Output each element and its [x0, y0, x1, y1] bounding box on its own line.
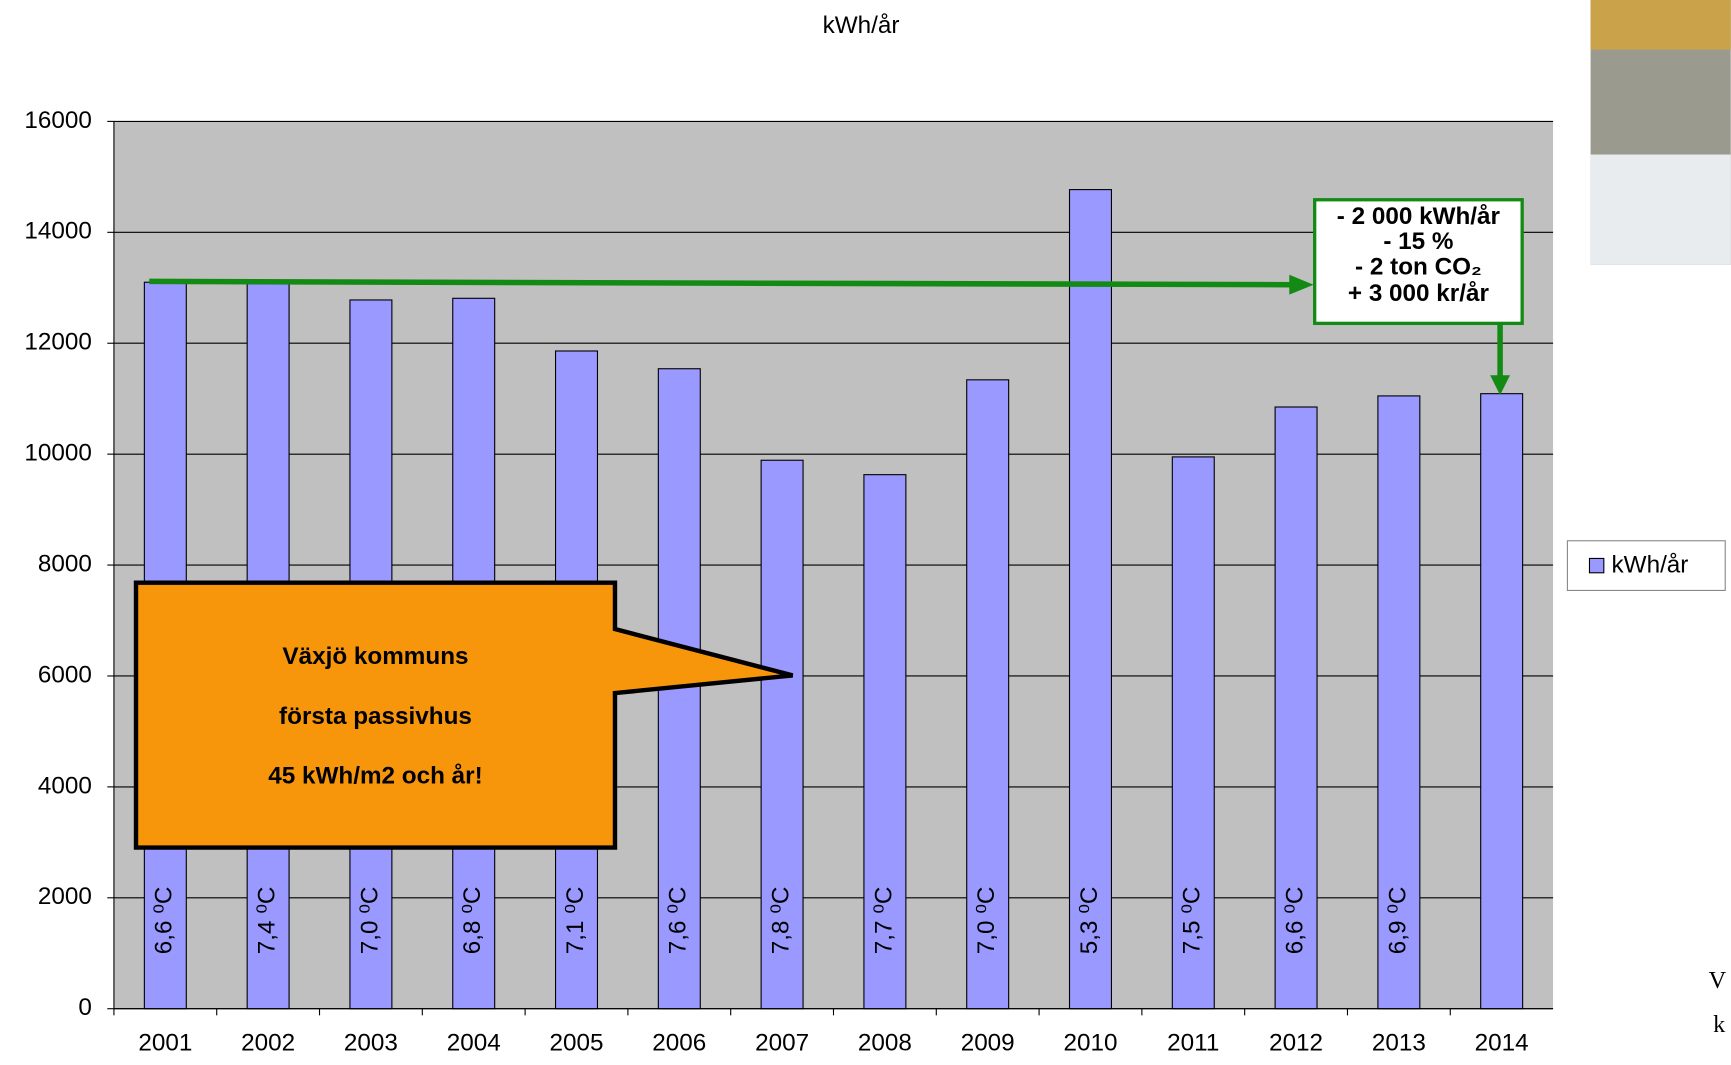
x-tick-label: 2003	[344, 1029, 398, 1056]
y-tick-label: 4000	[38, 772, 92, 799]
bar	[1274, 406, 1318, 1010]
y-tick-label: 10000	[24, 440, 91, 467]
bar-label: 6,9 ⁰C	[1384, 887, 1411, 955]
y-tick-label: 6000	[38, 661, 92, 688]
x-tick-label: 2009	[961, 1029, 1015, 1056]
annotation-box: - 2 000 kWh/år - 15 % - 2 ton CO₂ + 3 00…	[1313, 198, 1524, 326]
callout-line: 45 kWh/m2 och år!	[268, 762, 482, 789]
x-tick-label: 2012	[1269, 1029, 1323, 1056]
legend: kWh/år	[1566, 540, 1726, 591]
bar-label: 7,0 ⁰C	[973, 887, 1000, 955]
logo-fragment: k	[1713, 1011, 1726, 1038]
arrow-horizontal	[149, 274, 1314, 295]
x-tick-label: 2011	[1167, 1029, 1219, 1056]
y-tick-label: 0	[78, 994, 92, 1021]
y-tick-label: 16000	[24, 107, 91, 134]
bar-label: 7,7 ⁰C	[870, 887, 897, 955]
annotation-line: - 15 %	[1383, 228, 1453, 255]
bar	[1068, 189, 1113, 1010]
annotation-line: + 3 000 kr/år	[1348, 280, 1490, 307]
x-tick-label: 2008	[858, 1029, 912, 1056]
bar	[1171, 456, 1215, 1010]
bar	[1480, 393, 1524, 1010]
y-tick-label: 14000	[24, 218, 91, 245]
x-tick-label: 2006	[652, 1029, 706, 1056]
x-tick-label: 2001	[138, 1029, 192, 1056]
photo-wall	[1590, 0, 1731, 50]
annotation-line: - 2 ton CO₂	[1355, 254, 1482, 281]
bar-label: 7,1 ⁰C	[562, 887, 589, 955]
y-tick-label: 8000	[38, 550, 92, 577]
x-tick-label: 2004	[447, 1029, 501, 1056]
legend-box	[1566, 540, 1726, 591]
bar-label: 6,6 ⁰C	[151, 887, 178, 955]
x-tick-label: 2002	[241, 1029, 295, 1056]
bar-label: 6,8 ⁰C	[459, 887, 486, 955]
annotation-line: - 2 000 kWh/år	[1337, 203, 1501, 230]
x-tick-label: 2010	[1063, 1029, 1117, 1056]
bar-label: 7,5 ⁰C	[1179, 887, 1206, 955]
callout: Växjö kommuns första passivhus 45 kWh/m2…	[133, 580, 794, 850]
callout-line: Växjö kommuns	[282, 643, 468, 670]
bar-label: 7,0 ⁰C	[356, 887, 383, 955]
legend-swatch	[1588, 557, 1605, 574]
bar-label: 7,8 ⁰C	[768, 887, 795, 955]
photo-snow	[1590, 154, 1731, 265]
legend-label: kWh/år	[1612, 552, 1689, 579]
chart-title: kWh/år	[823, 12, 900, 39]
x-tick-label: 2005	[550, 1029, 604, 1056]
y-tick-label: 2000	[38, 883, 92, 910]
bar	[1377, 395, 1421, 1010]
x-tick-label: 2013	[1372, 1029, 1426, 1056]
bar-label: 5,3 ⁰C	[1076, 887, 1103, 955]
bar-label: 7,4 ⁰C	[254, 887, 281, 955]
x-tick-label: 2007	[755, 1029, 809, 1056]
callout-line: första passivhus	[279, 703, 472, 730]
arrow-down	[1490, 323, 1511, 396]
logo-fragment: V	[1709, 967, 1727, 994]
bar-label: 6,6 ⁰C	[1281, 887, 1308, 955]
x-tick-label: 2014	[1475, 1029, 1529, 1056]
bar-label: 7,6 ⁰C	[665, 887, 692, 955]
y-tick-label: 12000	[24, 329, 91, 356]
